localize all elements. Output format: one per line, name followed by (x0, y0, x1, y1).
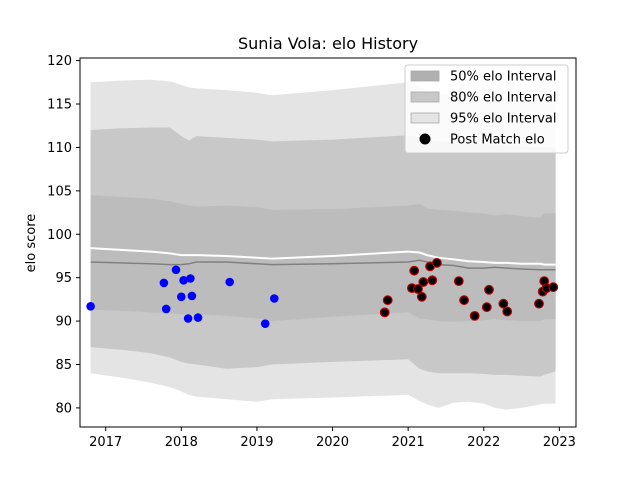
x-tick-label: 2022 (467, 435, 500, 450)
match-point-2-13 (469, 311, 480, 321)
match-point-1-11 (225, 277, 234, 287)
plot-frame (79, 57, 577, 428)
x-tick-label: 2021 (392, 435, 425, 450)
match-point-1-7 (183, 314, 193, 323)
match-point-2-17 (502, 306, 513, 317)
median-line (90, 259, 556, 271)
match-point-2-14 (481, 302, 492, 313)
match-point-2-16 (498, 298, 509, 309)
y-tick-label: 105 (47, 184, 72, 199)
match-point-1-2 (159, 278, 169, 288)
legend-label-1: 50% elo Interval (450, 70, 557, 85)
match-point-1-3 (161, 304, 171, 314)
y-tick-label: 95 (55, 271, 72, 286)
y-tick-label: 85 (55, 358, 72, 373)
x-tick-label: 2023 (543, 435, 576, 450)
legend: 50% elo Interval 80% elo Interval 95% elo … (404, 64, 569, 154)
plot-area (86, 79, 559, 410)
x-tick-label: 2017 (89, 435, 122, 450)
y-tick-label: 80 (55, 401, 72, 416)
legend-label-4: Post Match elo (450, 133, 545, 148)
match-point-2-22 (548, 282, 559, 293)
match-point-1-1 (86, 302, 95, 311)
ci50-band (90, 195, 556, 322)
match-point-2-11 (453, 276, 464, 287)
x-tick-label: 2020 (316, 435, 349, 450)
match-point-2-1 (379, 307, 390, 318)
chart-title: Sunia Vola: elo History (238, 34, 418, 53)
match-point-2-9 (427, 275, 438, 286)
legend-swatch-3 (410, 112, 440, 124)
x-tick-label: 2019 (240, 435, 273, 450)
match-point-2-12 (459, 295, 470, 306)
match-point-2-7 (418, 277, 429, 287)
match-point-2-2 (382, 295, 393, 306)
match-point-2-5 (413, 284, 423, 294)
match-point-1-6 (179, 276, 188, 285)
match-point-2-15 (484, 284, 494, 295)
legend-marker-4 (419, 133, 431, 145)
y-axis-label: elo score (24, 214, 39, 273)
legend-swatch-1 (410, 70, 440, 82)
match-point-2-18 (534, 298, 544, 309)
y-tick-label: 120 (47, 54, 72, 69)
match-point-1-12 (260, 319, 270, 329)
y-tick-label: 100 (47, 228, 72, 243)
y-tick-label: 115 (47, 98, 72, 113)
match-point-1-4 (171, 265, 181, 275)
match-point-1-8 (186, 274, 195, 283)
match-point-1-10 (193, 313, 203, 322)
x-tick-label: 2018 (165, 435, 198, 450)
match-point-1-5 (177, 292, 186, 302)
y-tick-label: 110 (47, 141, 72, 156)
match-point-1-9 (187, 291, 197, 301)
axes: 2017 2018 2019 2020 2021 2022 2023 80 85 90 95 100 1… (47, 54, 577, 450)
legend-swatch-2 (410, 91, 440, 103)
match-point-2-4 (409, 265, 420, 276)
legend-box (404, 64, 569, 154)
legend-label-2: 80% elo Interval (450, 91, 557, 106)
match-point-2-10 (432, 258, 442, 268)
match-point-2-6 (416, 291, 427, 302)
match-point-1-13 (270, 294, 279, 303)
y-tick-label: 90 (55, 315, 72, 330)
legend-label-3: 95% elo Interval (450, 112, 557, 127)
expected-elo-line (90, 247, 556, 266)
